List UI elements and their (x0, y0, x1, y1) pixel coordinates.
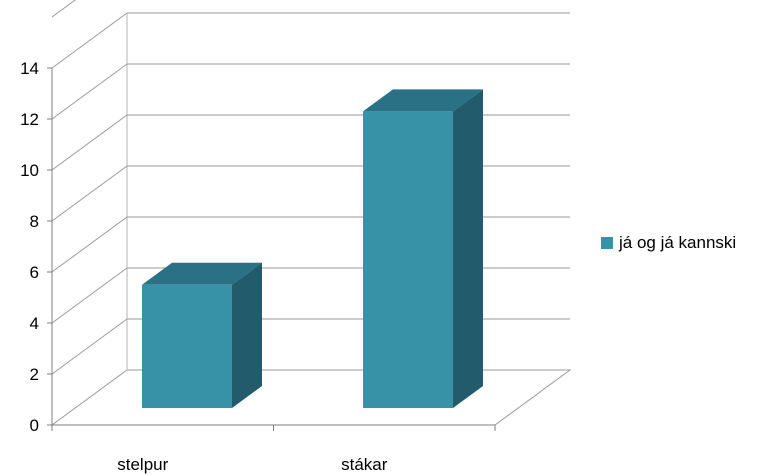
x-tick-label: stákar (341, 455, 388, 474)
bar-top (142, 262, 262, 285)
gridline-diagonal (51, 63, 128, 120)
chart-walls (50, 13, 572, 426)
y-axis: 0 2 4 6 8 10 12 14 (20, 59, 53, 435)
y-tick-label: 10 (20, 161, 39, 180)
gridline-diagonal (51, 0, 77, 18)
legend: já og já kannski (601, 233, 736, 253)
gridline-diagonal (51, 114, 128, 171)
bar-front (142, 284, 232, 408)
y-tick-label: 6 (30, 263, 39, 282)
legend-label: já og já kannski (619, 233, 737, 252)
y-tick-label: 4 (30, 314, 39, 333)
x-tick-label: stelpur (117, 455, 168, 474)
gridline-diagonal (51, 267, 128, 324)
y-tick-label: 0 (30, 416, 39, 435)
gridline-diagonal (51, 165, 128, 222)
gridlines (51, 0, 570, 375)
gridline-diagonal (51, 216, 128, 273)
bar (363, 89, 483, 408)
bar (142, 262, 262, 408)
bar-side (453, 89, 483, 408)
y-tick-label: 14 (20, 59, 39, 78)
bar-side (232, 262, 262, 408)
bar-top (363, 89, 483, 112)
gridline-diagonal (51, 318, 128, 375)
y-tick-label: 8 (30, 212, 39, 231)
x-axis: stelpur stákar (51, 424, 496, 474)
y-tick-label: 12 (20, 110, 39, 129)
legend-swatch (601, 237, 613, 249)
bars (142, 89, 483, 408)
y-tick-label: 2 (30, 365, 39, 384)
gridline-diagonal (51, 12, 128, 69)
floor (50, 369, 572, 426)
bar-front (363, 111, 453, 408)
